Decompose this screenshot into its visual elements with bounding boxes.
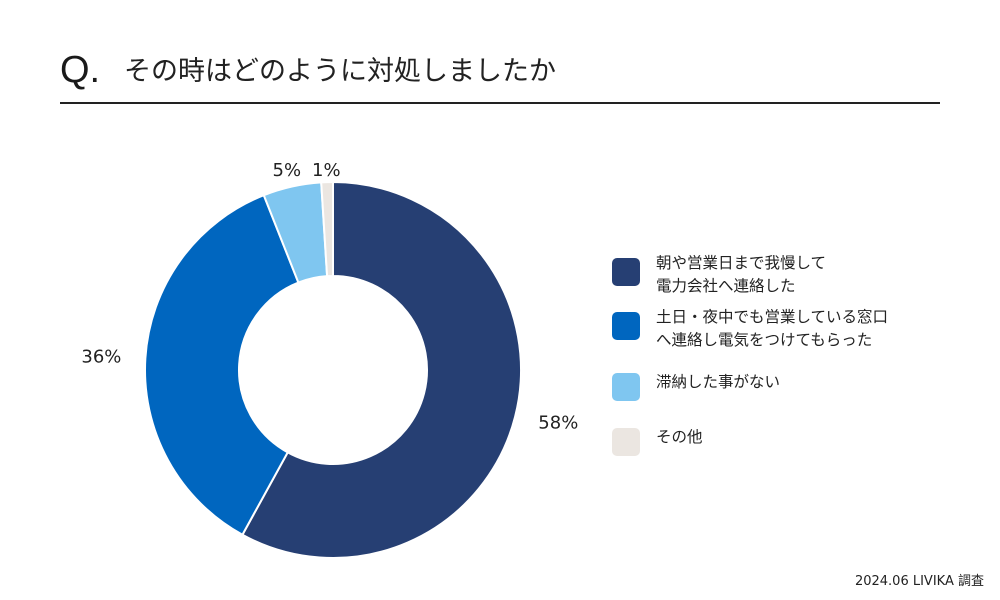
legend-label-3-line-1: その他 bbox=[656, 428, 703, 446]
data-label-0: 58% bbox=[538, 413, 578, 434]
page-title: その時はどのように対処しましたか bbox=[124, 56, 556, 87]
legend-swatch-1 bbox=[612, 312, 640, 340]
legend-label-1-line-2: へ連絡し電気をつけてもらった bbox=[656, 331, 873, 349]
title-divider bbox=[60, 102, 940, 104]
legend-label-0-line-1: 朝や営業日まで我慢して bbox=[656, 254, 827, 272]
legend-label-3: その他 bbox=[656, 426, 966, 449]
legend-swatch-0 bbox=[612, 258, 640, 286]
legend-label-0: 朝や営業日まで我慢して 電力会社へ連絡した bbox=[656, 252, 966, 298]
question-mark: Q. bbox=[60, 49, 101, 91]
data-label-3: 1% bbox=[312, 160, 341, 181]
donut-slice-1 bbox=[144, 193, 300, 537]
legend-label-1-line-1: 土日・夜中でも営業している窓口 bbox=[656, 308, 889, 326]
question-header: Q. その時はどのように対処しましたか bbox=[60, 42, 940, 104]
legend-swatch-3 bbox=[612, 428, 640, 456]
source-note: 2024.06 LIVIKA 調査 bbox=[854, 574, 984, 589]
donut-slice-3 bbox=[320, 180, 334, 278]
legend-label-1: 土日・夜中でも営業している窓口 へ連絡し電気をつけてもらった bbox=[656, 306, 966, 352]
legend-label-0-line-2: 電力会社へ連絡した bbox=[656, 277, 796, 295]
data-label-2: 5% bbox=[273, 160, 302, 181]
data-label-1: 36% bbox=[81, 347, 121, 368]
legend-label-2-line-1: 滞納した事がない bbox=[656, 373, 781, 391]
donut-slice-0 bbox=[241, 180, 522, 559]
legend-swatch-2 bbox=[612, 373, 640, 401]
legend-label-2: 滞納した事がない bbox=[656, 371, 966, 394]
